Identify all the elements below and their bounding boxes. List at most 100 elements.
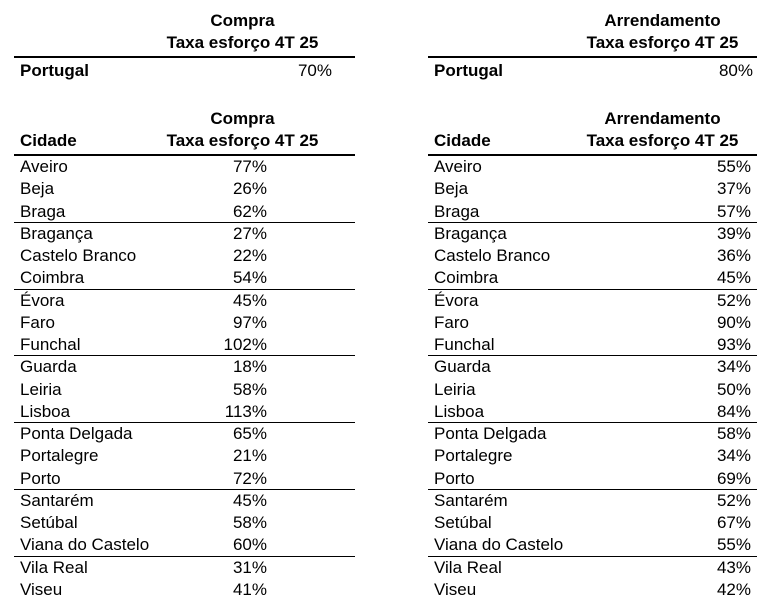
city-value: 60% (232, 535, 267, 555)
table-row: Bragança 39% (428, 223, 757, 245)
table-row: Faro 90% (428, 312, 757, 334)
metric-title: Taxa esforço 4T 25 (586, 131, 739, 150)
compra-city-header-lines: Compra Taxa esforço 4T 25 (130, 108, 355, 152)
table-row: Évora 52% (428, 290, 757, 312)
city-name: Lisboa (434, 401, 485, 421)
city-name: Évora (434, 290, 479, 310)
city-value: 26% (232, 179, 267, 199)
city-value: 69% (716, 468, 751, 488)
table-row: Aveiro 55% (428, 156, 757, 178)
table-row: Leiria 50% (428, 379, 757, 401)
city-value: 62% (232, 201, 267, 221)
city-name: Faro (434, 312, 469, 332)
table-row: Guarda 34% (428, 356, 757, 378)
city-value: 55% (716, 157, 751, 176)
category-title: Compra (210, 109, 275, 128)
table-row: Vila Real 43% (428, 557, 757, 579)
city-name: Bragança (434, 223, 507, 243)
country-row: Portugal 80% (428, 58, 757, 84)
table-row: Castelo Branco 36% (428, 245, 757, 267)
city-name: Évora (20, 290, 65, 310)
table-row: Bragança 27% (14, 223, 355, 245)
compra-table-block: Compra Taxa esforço 4T 25 Portugal 70% C… (14, 10, 355, 600)
table-row: Funchal 93% (428, 334, 757, 357)
city-name: Portalegre (20, 446, 99, 466)
city-name: Guarda (20, 357, 77, 377)
city-name: Vila Real (434, 557, 502, 577)
city-value: 45% (232, 490, 267, 510)
city-name: Lisboa (20, 401, 71, 421)
city-value: 54% (232, 268, 267, 288)
city-value: 58% (232, 513, 267, 532)
city-name: Leiria (20, 379, 62, 399)
compra-summary-header: Compra Taxa esforço 4T 25 (14, 10, 355, 58)
city-value: 72% (232, 468, 267, 488)
compra-city-header: Compra Taxa esforço 4T 25 Cidade (14, 108, 355, 156)
table-row: Aveiro 77% (14, 156, 355, 178)
city-column-header: Cidade (434, 131, 491, 150)
table-row: Coimbra 54% (14, 267, 355, 290)
city-name: Leiria (434, 379, 476, 399)
table-row: Santarém 52% (428, 490, 757, 512)
city-column-header: Cidade (20, 131, 77, 150)
city-name: Setúbal (20, 513, 78, 532)
table-row: Lisboa 113% (14, 401, 355, 423)
city-value: 42% (716, 579, 751, 599)
metric-title: Taxa esforço 4T 25 (166, 33, 319, 52)
table-row: Leiria 58% (14, 379, 355, 401)
arrendamento-city-header: Arrendamento Taxa esforço 4T 25 Cidade (428, 108, 757, 156)
category-title: Compra (210, 11, 275, 30)
city-value: 39% (716, 223, 751, 243)
arrendamento-summary-header-lines: Arrendamento Taxa esforço 4T 25 (568, 10, 757, 54)
country-row: Portugal 70% (14, 58, 355, 84)
city-value: 18% (232, 357, 267, 377)
spacer (14, 84, 355, 108)
city-name: Castelo Branco (434, 246, 551, 265)
table-row: Portalegre 21% (14, 445, 355, 467)
city-value: 84% (716, 401, 751, 421)
city-value: 37% (716, 179, 751, 199)
city-value: 58% (716, 424, 751, 443)
city-value: 93% (716, 335, 751, 354)
city-name: Viana do Castelo (20, 535, 150, 555)
spacer (428, 84, 757, 108)
city-name: Braga (434, 201, 480, 221)
city-name: Setúbal (434, 513, 492, 532)
city-value: 43% (716, 557, 751, 577)
metric-title: Taxa esforço 4T 25 (586, 33, 739, 52)
table-row: Guarda 18% (14, 356, 355, 378)
city-name: Castelo Branco (20, 246, 137, 265)
city-value: 65% (232, 424, 267, 443)
compra-summary-header-lines: Compra Taxa esforço 4T 25 (130, 10, 355, 54)
city-value: 102% (223, 335, 267, 354)
city-name: Funchal (434, 335, 495, 354)
city-value: 34% (716, 357, 751, 377)
city-value: 27% (232, 223, 267, 243)
category-title: Arrendamento (604, 109, 721, 128)
country-label: Portugal (434, 61, 503, 80)
city-value: 67% (716, 513, 751, 532)
table-row: Évora 45% (14, 290, 355, 312)
city-value: 31% (232, 557, 267, 577)
arrendamento-table-block: Arrendamento Taxa esforço 4T 25 Portugal… (428, 10, 757, 600)
city-name: Santarém (434, 490, 508, 510)
table-row: Coimbra 45% (428, 267, 757, 290)
arrendamento-summary-header: Arrendamento Taxa esforço 4T 25 (428, 10, 757, 58)
city-value: 97% (232, 312, 267, 332)
city-name: Coimbra (434, 268, 499, 288)
table-row: Viseu 42% (428, 579, 757, 600)
table-row: Braga 62% (14, 201, 355, 223)
city-value: 113% (224, 401, 267, 421)
table-row: Ponta Delgada 58% (428, 423, 757, 445)
city-value: 50% (716, 379, 751, 399)
city-name: Coimbra (20, 268, 85, 288)
city-value: 45% (716, 268, 751, 288)
city-name: Viana do Castelo (434, 535, 564, 555)
city-name: Beja (20, 179, 55, 199)
city-value: 57% (716, 201, 751, 221)
table-row: Beja 26% (14, 178, 355, 200)
city-name: Viseu (20, 579, 63, 599)
table-row: Ponta Delgada 65% (14, 423, 355, 445)
arrendamento-city-header-lines: Arrendamento Taxa esforço 4T 25 (568, 108, 757, 152)
table-row: Setúbal 67% (428, 512, 757, 534)
